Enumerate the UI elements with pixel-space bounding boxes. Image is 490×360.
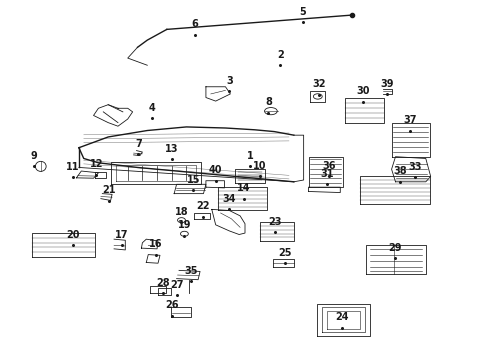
Text: 28: 28 [156,278,170,288]
Text: 17: 17 [115,230,128,240]
Text: 22: 22 [196,201,210,211]
Text: 8: 8 [265,97,272,107]
Text: 12: 12 [90,159,103,169]
Text: 3: 3 [226,76,233,86]
Text: 35: 35 [185,266,198,276]
Text: 15: 15 [187,175,200,185]
Text: 9: 9 [30,151,37,161]
Text: 40: 40 [209,165,222,175]
Text: 25: 25 [278,248,292,258]
Text: 7: 7 [135,139,142,149]
Text: 26: 26 [165,300,178,310]
Text: 20: 20 [66,230,80,240]
Text: 1: 1 [246,151,253,161]
Text: 24: 24 [335,312,348,322]
Text: 16: 16 [149,239,163,249]
Text: 21: 21 [102,185,116,195]
Text: 31: 31 [320,169,334,179]
Text: 13: 13 [165,144,178,154]
Text: 18: 18 [174,207,188,217]
Text: 10: 10 [253,161,267,171]
Text: 37: 37 [403,115,417,125]
Text: 29: 29 [389,243,402,253]
Text: 33: 33 [408,162,422,172]
Text: 32: 32 [313,79,326,89]
Text: 6: 6 [192,19,198,30]
Text: 5: 5 [299,7,306,17]
Text: 39: 39 [380,78,393,89]
Text: 38: 38 [393,166,407,176]
Text: 4: 4 [149,103,155,113]
Text: 11: 11 [66,162,80,172]
Text: 30: 30 [357,86,370,96]
Text: 19: 19 [178,220,191,230]
Text: 27: 27 [170,280,183,290]
Text: 2: 2 [277,50,284,60]
Text: 34: 34 [222,194,236,204]
Text: 14: 14 [237,183,251,193]
Text: 36: 36 [322,161,336,171]
Text: 23: 23 [269,217,282,226]
